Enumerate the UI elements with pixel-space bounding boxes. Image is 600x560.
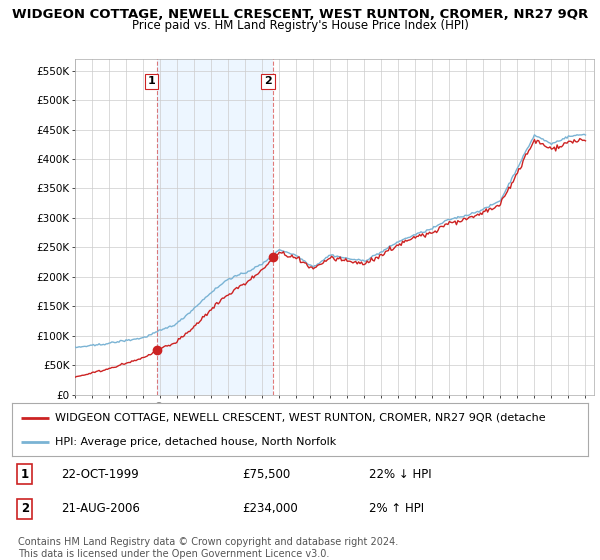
Text: 2% ↑ HPI: 2% ↑ HPI [369,502,424,515]
Text: Contains HM Land Registry data © Crown copyright and database right 2024.
This d: Contains HM Land Registry data © Crown c… [18,537,398,559]
Text: WIDGEON COTTAGE, NEWELL CRESCENT, WEST RUNTON, CROMER, NR27 9QR: WIDGEON COTTAGE, NEWELL CRESCENT, WEST R… [12,8,588,21]
Text: 21-AUG-2006: 21-AUG-2006 [61,502,140,515]
Text: 2: 2 [264,77,272,86]
Text: WIDGEON COTTAGE, NEWELL CRESCENT, WEST RUNTON, CROMER, NR27 9QR (detache: WIDGEON COTTAGE, NEWELL CRESCENT, WEST R… [55,413,546,423]
Text: 1: 1 [20,468,29,480]
Text: £75,500: £75,500 [242,468,290,480]
Text: 22-OCT-1999: 22-OCT-1999 [61,468,139,480]
Text: £234,000: £234,000 [242,502,298,515]
Text: Price paid vs. HM Land Registry's House Price Index (HPI): Price paid vs. HM Land Registry's House … [131,19,469,32]
Bar [157,59,273,395]
Text: 2: 2 [20,502,29,515]
Text: 22% ↓ HPI: 22% ↓ HPI [369,468,432,480]
Text: 1: 1 [148,77,155,86]
Text: HPI: Average price, detached house, North Norfolk: HPI: Average price, detached house, Nort… [55,437,337,447]
